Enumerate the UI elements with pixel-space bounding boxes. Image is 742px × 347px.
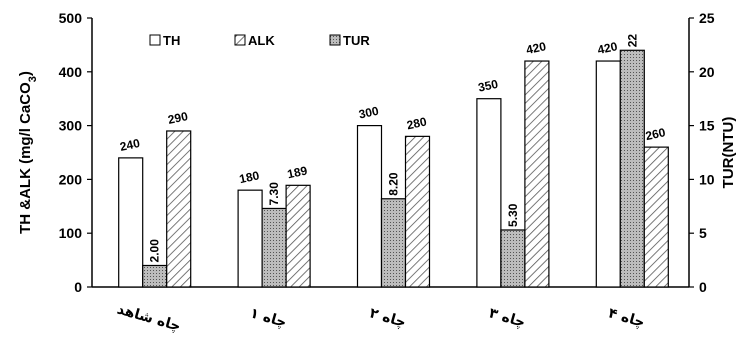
legend-label-th: TH: [163, 33, 180, 48]
y-left-tick-label: 500: [59, 10, 83, 26]
category-label: چاه شاهد: [115, 301, 182, 334]
data-label-alk: 260: [644, 125, 667, 143]
bar-tur: [380, 198, 407, 288]
legend-swatch-alk: [234, 34, 246, 46]
bar-th: [356, 124, 383, 288]
y-right-tick-label: 10: [699, 171, 715, 187]
legend-swatch-th: [149, 34, 161, 46]
y-left-tick-label: 300: [59, 118, 83, 134]
data-label-alk: 189: [286, 163, 309, 181]
bars: [118, 49, 669, 288]
bar-th: [476, 98, 502, 288]
data-label-th: 420: [596, 39, 619, 57]
bar-th: [237, 189, 263, 288]
data-label-alk: 290: [167, 109, 190, 127]
y-right-tick-label: 0: [699, 279, 707, 295]
bar-tur: [500, 229, 526, 288]
bar-th: [118, 157, 144, 288]
category-label: چاه ۲: [368, 305, 408, 331]
data-label-th: 240: [119, 136, 142, 154]
data-label-alk: 420: [525, 39, 548, 57]
data-label-th: 350: [477, 77, 500, 95]
category-label: چاه ۳: [487, 305, 527, 331]
y-left-tick-label: 100: [59, 225, 83, 241]
bar-tur: [142, 264, 168, 288]
bar-alk: [524, 60, 550, 288]
bar-tur: [619, 49, 645, 288]
data-label-tur: 5.30: [506, 203, 520, 227]
bar-alk: [404, 135, 431, 288]
bar-alk: [285, 184, 311, 288]
data-label-th: 180: [238, 168, 261, 186]
bar-alk: [166, 130, 192, 288]
bar-alk: [643, 146, 669, 288]
category-label: چاه ۱: [248, 305, 288, 331]
category-label: چاه ۴: [606, 305, 646, 331]
bar-tur: [261, 207, 287, 288]
y-left-tick-label: 0: [74, 279, 82, 295]
bar-th: [595, 60, 621, 288]
data-label-alk: 280: [405, 114, 428, 132]
data-label-tur: 22: [625, 34, 639, 48]
data-labels: 240 2.00 290 180 7.30 189 300 8.20 280 350 5.30 420…: [119, 34, 667, 263]
y-right-tick-label: 15: [699, 118, 715, 134]
legend-swatch-tur: [329, 34, 341, 46]
y-right-tick-label: 5: [699, 225, 707, 241]
data-label-th: 300: [357, 104, 380, 122]
data-label-tur: 8.20: [387, 172, 401, 196]
y-right-tick-label: 20: [699, 64, 715, 80]
legend-label-tur: TUR: [343, 33, 370, 48]
y-left-axis-title: TH &ALK (mg/l CaCO3): [17, 71, 39, 234]
data-label-tur: 2.00: [148, 239, 162, 263]
legend: TH ALK TUR: [149, 33, 370, 48]
y-left-tick-label: 400: [59, 64, 83, 80]
data-label-tur: 7.30: [267, 182, 281, 206]
y-right-axis-title: TUR(NTU): [720, 117, 737, 189]
y-left-tick-label: 200: [59, 171, 83, 187]
legend-label-alk: ALK: [248, 33, 275, 48]
y-right-tick-label: 25: [699, 10, 715, 26]
